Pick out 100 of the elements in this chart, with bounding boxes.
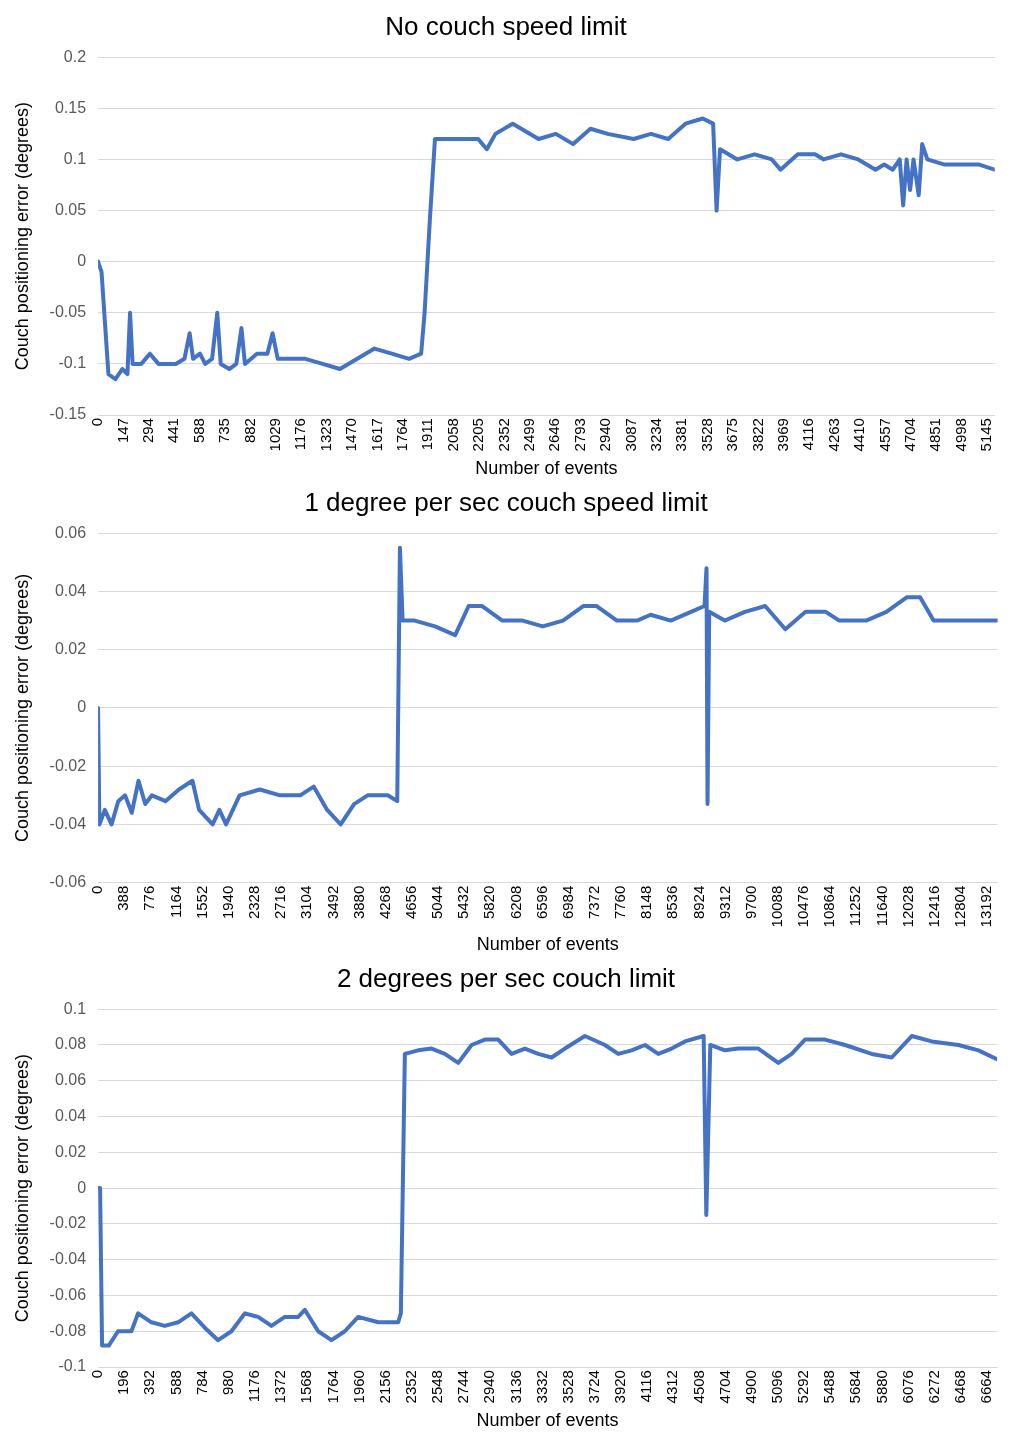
x-tick-label: 2156 <box>375 1370 393 1404</box>
y-tick-label: 0.06 <box>54 1071 87 1089</box>
x-tick-label: 1940 <box>218 885 236 920</box>
x-tick-label: 1617 <box>367 418 385 452</box>
y-tick-label: -0.04 <box>49 814 87 832</box>
x-tick-label: 12804 <box>950 885 968 928</box>
x-tick-label: 3087 <box>621 418 639 452</box>
x-tick-label: 3332 <box>532 1370 550 1404</box>
y-tick-label: -0.15 <box>49 405 87 423</box>
x-tick-label: 12028 <box>898 885 916 928</box>
x-tick-label: 2328 <box>245 885 263 920</box>
x-tick-label: 0 <box>88 418 106 427</box>
y-tick-label: 0.2 <box>63 47 87 65</box>
y-tick-label: -0.02 <box>49 1214 87 1232</box>
x-tick-label: 4410 <box>850 418 868 452</box>
y-tick-label: 0 <box>77 1178 87 1196</box>
x-tick-label: 4557 <box>875 418 893 452</box>
x-tick-label: 2058 <box>443 418 461 452</box>
x-axis-title: Number of events <box>475 458 618 479</box>
x-tick-label: 6984 <box>558 885 576 920</box>
chart-title: 2 degrees per sec couch limit <box>336 962 676 993</box>
y-axis-title: Couch positioning error (degrees) <box>11 1054 32 1323</box>
x-tick-label: 3920 <box>611 1370 629 1404</box>
x-tick-label: 4851 <box>926 418 944 452</box>
x-tick-label: 776 <box>140 885 158 911</box>
x-tick-label: 3724 <box>584 1370 602 1404</box>
x-tick-label: 2744 <box>454 1370 472 1404</box>
x-tick-label: 1176 <box>291 418 309 451</box>
x-tick-label: 12416 <box>924 885 942 928</box>
x-tick-label: 9312 <box>715 885 733 920</box>
y-tick-label: -0.08 <box>49 1321 87 1339</box>
y-axis-title: Couch positioning error (degrees) <box>11 102 32 371</box>
x-tick-label: 2499 <box>519 418 537 452</box>
x-tick-label: 2793 <box>570 418 588 452</box>
x-tick-label: 3528 <box>697 418 715 452</box>
x-tick-label: 3234 <box>646 418 664 452</box>
x-tick-label: 2716 <box>271 885 289 920</box>
x-tick-label: 10476 <box>794 885 812 928</box>
x-tick-label: 735 <box>215 418 233 444</box>
x-tick-label: 6468 <box>950 1370 968 1404</box>
x-tick-label: 13192 <box>977 885 995 928</box>
x-tick-label: 294 <box>139 418 156 444</box>
x-tick-label: 10088 <box>767 885 785 928</box>
x-tick-label: 10864 <box>820 885 838 928</box>
x-tick-label: 4900 <box>741 1370 759 1404</box>
x-tick-label: 1764 <box>323 1370 341 1404</box>
x-tick-label: 3136 <box>506 1370 524 1404</box>
x-tick-label: 11252 <box>846 885 864 927</box>
y-tick-label: -0.1 <box>58 1357 87 1375</box>
x-tick-label: 1164 <box>166 885 184 918</box>
y-tick-label: 0.08 <box>54 1035 87 1053</box>
x-tick-label: 9700 <box>741 885 759 920</box>
x-tick-label: 1176 <box>245 1370 263 1403</box>
x-tick-label: 6272 <box>924 1370 942 1404</box>
x-tick-label: 5145 <box>977 418 995 452</box>
x-tick-label: 1552 <box>192 885 210 920</box>
x-tick-label: 4508 <box>689 1370 707 1404</box>
x-tick-label: 4116 <box>637 1370 655 1403</box>
x-tick-label: 8536 <box>663 885 681 920</box>
x-tick-label: 5096 <box>767 1370 785 1404</box>
x-tick-label: 147 <box>113 418 131 444</box>
y-tick-label: 0.1 <box>63 149 87 167</box>
x-tick-label: 5488 <box>820 1370 838 1404</box>
x-tick-label: 4704 <box>715 1370 733 1404</box>
x-tick-label: 588 <box>166 1370 184 1396</box>
x-tick-label: 5432 <box>454 885 472 920</box>
chart-title: No couch speed limit <box>385 10 628 41</box>
x-tick-label: 4263 <box>824 418 842 452</box>
y-tick-label: -0.06 <box>49 873 87 891</box>
x-tick-label: 3880 <box>349 885 367 920</box>
x-tick-label: 2940 <box>596 418 614 452</box>
x-tick-label: 8924 <box>689 885 707 920</box>
x-tick-label: 3822 <box>748 418 766 452</box>
y-tick-label: 0 <box>77 698 87 716</box>
y-axis-title: Couch positioning error (degrees) <box>11 573 32 843</box>
x-tick-label: 6664 <box>977 1370 995 1404</box>
x-tick-label: 5684 <box>846 1370 864 1404</box>
y-tick-label: 0.06 <box>54 523 87 541</box>
x-tick-label: 1323 <box>316 418 334 452</box>
x-tick-label: 1470 <box>342 418 360 452</box>
x-tick-label: 441 <box>164 418 182 444</box>
x-tick-label: 0 <box>88 885 106 895</box>
x-tick-label: 3675 <box>723 418 741 452</box>
x-tick-label: 7372 <box>584 885 602 920</box>
chart-title: 1 degree per sec couch speed limit <box>304 486 709 517</box>
x-tick-label: 6596 <box>532 885 550 920</box>
x-tick-label: 196 <box>114 1370 132 1396</box>
x-tick-label: 5044 <box>428 885 446 920</box>
y-tick-label: 0.15 <box>54 98 87 116</box>
x-tick-label: 2940 <box>480 1370 498 1404</box>
x-tick-label: 1960 <box>349 1370 367 1404</box>
y-tick-label: 0.04 <box>54 1106 87 1124</box>
x-tick-label: 1764 <box>392 418 410 452</box>
y-tick-label: 0.05 <box>54 200 87 218</box>
x-tick-label: 1372 <box>271 1370 289 1404</box>
x-axis-title: Number of events <box>476 1410 619 1431</box>
y-tick-label: 0.1 <box>63 999 87 1017</box>
x-tick-label: 2352 <box>494 418 512 452</box>
x-axis-title: Number of events <box>476 934 619 955</box>
x-tick-label: 4704 <box>900 418 918 452</box>
